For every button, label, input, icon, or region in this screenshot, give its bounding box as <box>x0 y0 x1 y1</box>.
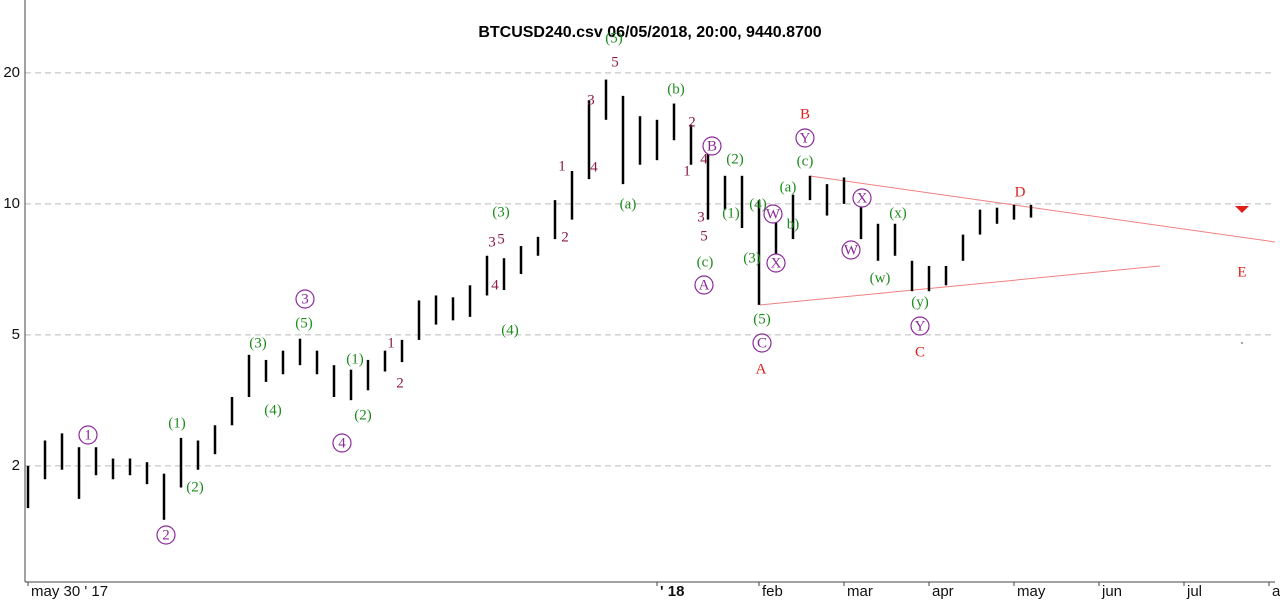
trendline <box>809 175 1276 243</box>
wave-label: 5 <box>611 54 619 70</box>
wave-label: X <box>771 255 782 271</box>
wave-label: (3) <box>492 204 510 220</box>
wave-label: (x) <box>889 205 907 221</box>
wave-label: 4 <box>491 277 499 293</box>
wave-label: W <box>844 242 859 258</box>
trendline <box>759 265 1161 306</box>
wave-label: 4 <box>338 435 346 451</box>
marker <box>1235 206 1249 213</box>
wave-label: (c) <box>697 254 714 270</box>
x-tick-label: may 30 ' 17 <box>31 583 108 600</box>
wave-label: 1 <box>683 163 691 179</box>
wave-label: A <box>756 361 767 377</box>
wave-label: (c) <box>797 153 814 169</box>
wave-circle <box>78 425 98 445</box>
wave-label: 3 <box>488 234 496 250</box>
wave-label: (4) <box>501 322 519 338</box>
x-tick-label: apr <box>932 583 954 600</box>
x-tick-label: ' 18 <box>660 583 684 600</box>
wave-label: 5 <box>700 228 708 244</box>
wave-label: 2 <box>162 527 170 543</box>
wave-label: (3) <box>743 250 761 266</box>
chart-title: BTCUSD240.csv 06/05/2018, 20:00, 9440.87… <box>478 24 821 41</box>
wave-label: 2 <box>396 375 404 391</box>
wave-label: (w) <box>870 270 891 286</box>
wave-label: E <box>1237 264 1246 280</box>
wave-label: Y <box>915 318 926 334</box>
wave-label: (1) <box>722 205 740 221</box>
wave-circle <box>910 316 930 336</box>
wave-circle <box>841 240 861 260</box>
wave-label: D <box>1015 184 1026 200</box>
wave-label: W <box>766 206 781 222</box>
wave-label: 2 <box>561 229 569 245</box>
x-tick-label: a <box>1272 583 1280 600</box>
wave-label: (b) <box>667 81 685 97</box>
wave-label: (a) <box>620 196 637 212</box>
wave-label: 1 <box>558 158 566 174</box>
wave-label: X <box>857 190 868 206</box>
wave-label: 3 <box>587 92 595 108</box>
wave-label: 3 <box>301 291 309 307</box>
wave-circle <box>332 433 352 453</box>
wave-label: C <box>915 344 925 360</box>
wave-label: (1) <box>168 415 186 431</box>
wave-label: (y) <box>911 294 929 310</box>
wave-label: B <box>800 106 810 122</box>
wave-label: (2) <box>186 479 204 495</box>
wave-label: (4) <box>749 196 767 212</box>
wave-label: 4 <box>590 159 598 175</box>
wave-label: Y <box>800 130 811 146</box>
wave-label: (1) <box>346 351 364 367</box>
wave-circle <box>795 128 815 148</box>
wave-label: (3) <box>249 335 267 351</box>
x-tick-label: may <box>1017 583 1046 600</box>
x-tick-label: jun <box>1101 583 1122 600</box>
wave-circle <box>702 136 722 156</box>
wave-circle <box>852 188 872 208</box>
y-tick-label: 10 <box>3 195 20 212</box>
wave-label: C <box>757 335 767 351</box>
wave-label: (5) <box>605 30 623 46</box>
dot <box>1241 342 1243 344</box>
wave-label: (2) <box>726 151 744 167</box>
wave-label: A <box>699 277 710 293</box>
wave-circle <box>156 525 176 545</box>
x-tick-label: jul <box>1186 583 1202 600</box>
x-tick-label: feb <box>762 583 783 600</box>
wave-label: B <box>707 138 717 154</box>
wave-label: (4) <box>264 402 282 418</box>
wave-label: (2) <box>354 407 372 423</box>
wave-label: 4 <box>700 151 708 167</box>
wave-label: b) <box>787 216 800 232</box>
wave-label: 1 <box>84 427 92 443</box>
wave-label: 1 <box>387 335 395 351</box>
y-tick-label: 5 <box>12 326 20 343</box>
wave-label: 2 <box>688 114 696 130</box>
y-tick-label: 20 <box>3 64 20 81</box>
wave-circle <box>763 204 783 224</box>
wave-circle <box>295 289 315 309</box>
wave-circle <box>752 333 772 353</box>
wave-label: 5 <box>497 231 505 247</box>
wave-circle <box>766 253 786 273</box>
wave-label: 3 <box>697 209 705 225</box>
wave-circle <box>694 275 714 295</box>
y-tick-label: 2 <box>12 457 20 474</box>
x-tick-label: mar <box>847 583 873 600</box>
wave-label: (a) <box>780 179 797 195</box>
wave-label: (5) <box>753 311 771 327</box>
wave-label: (5) <box>295 315 313 331</box>
